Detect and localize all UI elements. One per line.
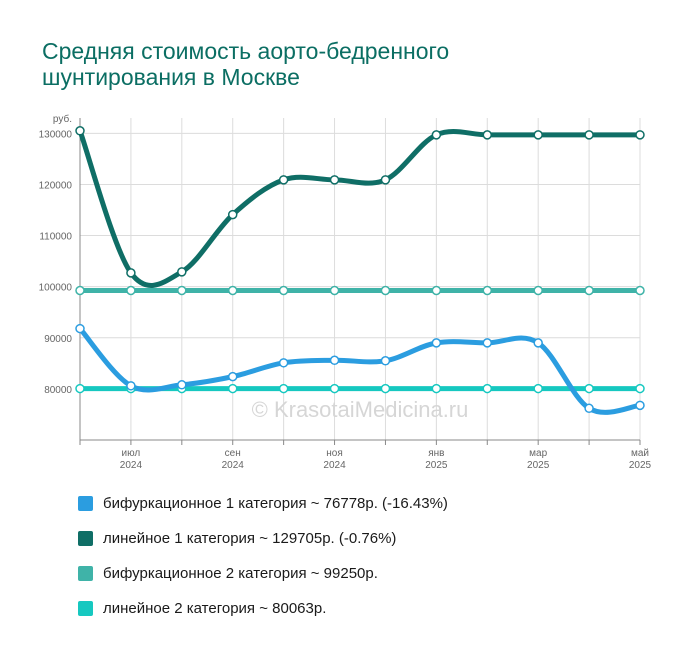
series-3-point	[380, 285, 391, 296]
legend-label-2: линейное 1 категория ~ 129705р. (-0.76%)	[103, 530, 397, 547]
series-2-point	[380, 175, 391, 185]
series-3-point	[75, 285, 85, 296]
chart-legend: бифуркационное 1 категория ~ 76778р. (-1…	[78, 486, 448, 626]
legend-swatch-1	[78, 496, 93, 511]
chart-points	[75, 126, 645, 414]
x-tick-label-year: 2025	[527, 460, 550, 471]
series-1-point	[75, 323, 85, 334]
series-3-point	[278, 285, 289, 296]
x-tick-label-month: янв	[428, 448, 444, 459]
series-2-point	[635, 130, 645, 140]
chart-title: Средняя стоимость аорто-бедренного шунти…	[42, 38, 450, 90]
series-4-point	[278, 383, 289, 394]
series-3-point	[584, 285, 594, 296]
legend-label-4: линейное 2 категория ~ 80063р.	[103, 600, 327, 617]
y-tick-label: 90000	[44, 334, 72, 345]
series-4-point	[329, 383, 340, 394]
x-tick-label-month: мар	[529, 448, 547, 459]
series-2-point	[533, 130, 543, 140]
series-2-point	[584, 130, 594, 140]
x-tick-label-year: 2024	[120, 460, 143, 471]
series-4-point	[380, 383, 391, 394]
series-1-point	[177, 380, 187, 390]
y-tick-label: 130000	[39, 129, 73, 140]
series-1-point	[431, 338, 442, 348]
series-3-point	[126, 285, 136, 296]
x-tick-label-year: 2025	[425, 460, 448, 471]
series-4-point	[75, 383, 85, 394]
legend-label-1: бифуркационное 1 категория ~ 76778р. (-1…	[103, 495, 448, 512]
legend-label-3: бифуркационное 2 категория ~ 99250р.	[103, 565, 378, 582]
series-3-point	[431, 285, 442, 296]
legend-swatch-2	[78, 531, 93, 546]
series-3-point	[533, 285, 543, 296]
series-1-point	[227, 371, 238, 382]
y-tick-label: 80000	[44, 385, 72, 396]
legend-item-1[interactable]: бифуркационное 1 категория ~ 76778р. (-1…	[78, 486, 448, 521]
x-tick-label-year: 2024	[323, 460, 346, 471]
chart-grid	[79, 118, 641, 440]
legend-item-4[interactable]: линейное 2 категория ~ 80063р.	[78, 591, 448, 626]
series-2-point	[227, 209, 238, 220]
series-1-point	[126, 381, 136, 391]
y-tick-label: 120000	[39, 180, 73, 191]
watermark: © KrasotaiMedicina.ru	[252, 397, 469, 422]
series-3-point	[177, 285, 187, 296]
chart-series	[77, 128, 643, 415]
x-tick-label-year: 2024	[222, 460, 245, 471]
legend-swatch-4	[78, 601, 93, 616]
series-2-point	[278, 175, 289, 185]
series-4-point	[431, 383, 442, 394]
series-2-point	[482, 130, 493, 140]
series-1-point	[380, 356, 391, 366]
series-1-point	[329, 355, 340, 366]
series-1-point	[635, 400, 645, 411]
series-4-point	[533, 383, 543, 394]
x-tick-label-month: май	[631, 448, 649, 459]
series-3-point	[329, 285, 340, 296]
series-2-point	[126, 268, 136, 278]
series-1-point	[482, 338, 493, 348]
series-1-point	[584, 403, 594, 414]
x-tick-label-month: сен	[225, 448, 241, 459]
series-1-point	[278, 358, 289, 368]
series-4-point	[635, 383, 645, 394]
x-tick-label-month: ноя	[326, 448, 343, 459]
series-4-point	[482, 383, 493, 394]
series-line-1	[77, 326, 643, 415]
y-tick-label: 110000	[39, 232, 72, 243]
legend-item-2[interactable]: линейное 1 категория ~ 129705р. (-0.76%)	[78, 521, 448, 556]
series-2-point	[431, 130, 442, 140]
y-axis-unit-label: руб.	[53, 113, 72, 125]
series-1-point	[533, 338, 543, 348]
legend-item-3[interactable]: бифуркационное 2 категория ~ 99250р.	[78, 556, 448, 591]
series-2-point	[177, 267, 187, 277]
series-line-2	[77, 128, 643, 288]
legend-swatch-3	[78, 566, 93, 581]
y-tick-label: 100000	[39, 283, 73, 294]
chart-axes: 80000 90000 100000 110000 120000 130000 руб. ию…	[39, 113, 652, 471]
series-4-point	[584, 383, 594, 394]
series-3-point	[227, 285, 238, 296]
x-tick-label-month: июл	[122, 448, 141, 459]
series-3-point	[482, 285, 493, 296]
series-4-point	[227, 383, 238, 394]
series-2-point	[329, 175, 340, 185]
x-tick-label-year: 2025	[629, 460, 652, 471]
series-3-point	[635, 285, 645, 296]
line-chart: 80000 90000 100000 110000 120000 130000 руб. ию…	[39, 113, 652, 471]
series-2-point	[75, 126, 85, 136]
